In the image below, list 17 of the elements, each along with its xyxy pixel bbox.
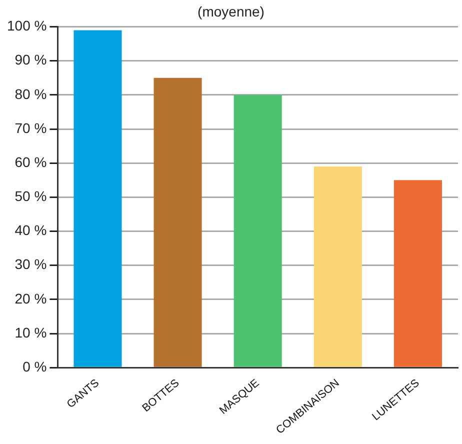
bar [394,180,442,367]
y-tick-label: 20 % [14,290,47,306]
y-tick-label: 100 % [6,18,47,34]
bar [74,30,122,367]
bar [314,166,362,367]
y-tick-label: 90 % [14,52,47,68]
bar [154,78,202,367]
y-tick-label: 70 % [14,120,47,136]
chart-title: (moyenne) [198,3,264,20]
y-tick-label: 50 % [14,188,47,204]
y-tick-label: 40 % [14,222,47,238]
y-tick-label: 30 % [14,256,47,272]
y-tick-label: 10 % [14,324,47,340]
bar [234,94,282,367]
y-tick-label: 0 % [22,358,47,374]
y-tick-label: 60 % [14,154,47,170]
y-tick-label: 80 % [14,86,47,102]
